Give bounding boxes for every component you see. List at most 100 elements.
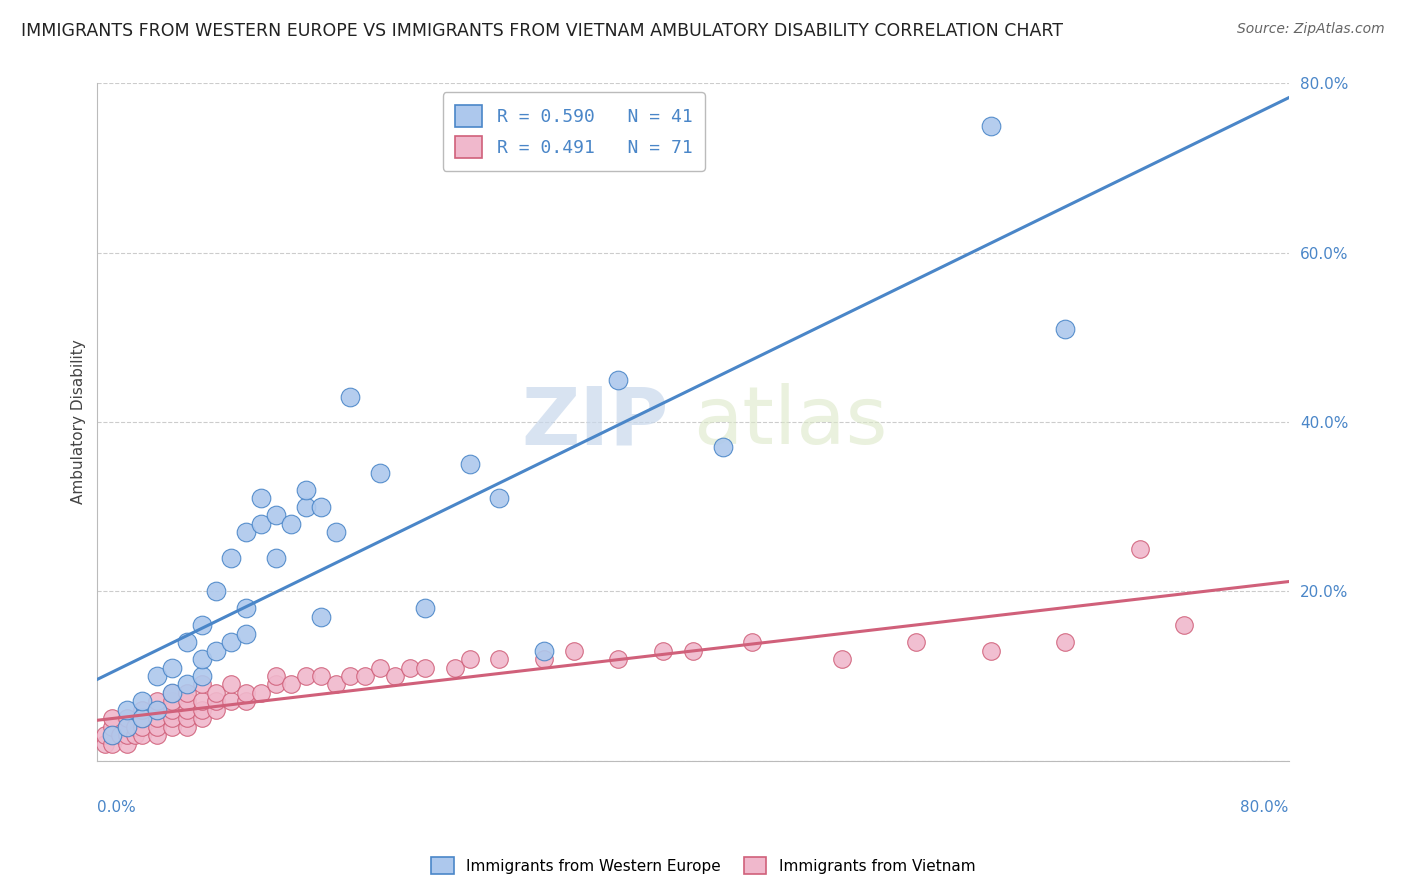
Point — [384, 669, 406, 683]
Point — [146, 703, 169, 717]
Point — [146, 728, 169, 742]
Point — [190, 711, 212, 725]
Point — [131, 728, 153, 742]
Point — [309, 669, 332, 683]
Point — [533, 643, 555, 657]
Point — [176, 703, 198, 717]
Point — [205, 694, 228, 708]
Point — [190, 694, 212, 708]
Point — [108, 728, 131, 742]
Point — [264, 550, 287, 565]
Text: 0.0%: 0.0% — [97, 799, 136, 814]
Point — [264, 677, 287, 691]
Point — [160, 686, 183, 700]
Point — [146, 694, 169, 708]
Point — [235, 686, 257, 700]
Point — [101, 737, 124, 751]
Point — [190, 703, 212, 717]
Point — [146, 720, 169, 734]
Point — [443, 660, 465, 674]
Point — [235, 694, 257, 708]
Point — [160, 711, 183, 725]
Point — [235, 525, 257, 540]
Point — [533, 652, 555, 666]
Point — [294, 669, 316, 683]
Point — [1129, 542, 1152, 557]
Point — [250, 516, 273, 531]
Point — [160, 703, 183, 717]
Point — [413, 601, 436, 615]
Point — [221, 635, 243, 649]
Point — [146, 669, 169, 683]
Point — [124, 728, 146, 742]
Point — [221, 694, 243, 708]
Point — [399, 660, 422, 674]
Point — [280, 516, 302, 531]
Point — [115, 737, 138, 751]
Point — [160, 694, 183, 708]
Point — [682, 643, 704, 657]
Point — [101, 728, 124, 742]
Point — [131, 711, 153, 725]
Point — [562, 643, 585, 657]
Text: ZIP: ZIP — [522, 383, 669, 461]
Point — [264, 508, 287, 523]
Point — [235, 601, 257, 615]
Point — [980, 643, 1002, 657]
Point — [176, 720, 198, 734]
Text: IMMIGRANTS FROM WESTERN EUROPE VS IMMIGRANTS FROM VIETNAM AMBULATORY DISABILITY : IMMIGRANTS FROM WESTERN EUROPE VS IMMIGR… — [21, 22, 1063, 40]
Point — [205, 703, 228, 717]
Point — [294, 500, 316, 514]
Legend: R = 0.590   N = 41, R = 0.491   N = 71: R = 0.590 N = 41, R = 0.491 N = 71 — [443, 93, 704, 171]
Point — [115, 711, 138, 725]
Point — [294, 483, 316, 497]
Point — [905, 635, 928, 649]
Point — [176, 635, 198, 649]
Point — [280, 677, 302, 691]
Point — [354, 669, 377, 683]
Point — [160, 720, 183, 734]
Point — [264, 669, 287, 683]
Point — [339, 390, 361, 404]
Point — [146, 711, 169, 725]
Point — [190, 652, 212, 666]
Point — [339, 669, 361, 683]
Point — [176, 694, 198, 708]
Point — [131, 694, 153, 708]
Point — [101, 728, 124, 742]
Point — [124, 720, 146, 734]
Point — [309, 500, 332, 514]
Point — [176, 677, 198, 691]
Point — [325, 677, 347, 691]
Point — [94, 728, 117, 742]
Point — [250, 686, 273, 700]
Text: atlas: atlas — [693, 383, 887, 461]
Point — [711, 441, 734, 455]
Legend: Immigrants from Western Europe, Immigrants from Vietnam: Immigrants from Western Europe, Immigran… — [425, 851, 981, 880]
Point — [1054, 635, 1077, 649]
Point — [146, 703, 169, 717]
Point — [368, 466, 391, 480]
Point — [101, 720, 124, 734]
Point — [221, 677, 243, 691]
Point — [176, 711, 198, 725]
Point — [458, 652, 481, 666]
Point — [980, 119, 1002, 133]
Point — [325, 525, 347, 540]
Point — [115, 703, 138, 717]
Point — [488, 652, 510, 666]
Text: Source: ZipAtlas.com: Source: ZipAtlas.com — [1237, 22, 1385, 37]
Point — [176, 686, 198, 700]
Point — [413, 660, 436, 674]
Point — [458, 458, 481, 472]
Point — [652, 643, 675, 657]
Point — [607, 373, 630, 387]
Text: 80.0%: 80.0% — [1240, 799, 1288, 814]
Point — [160, 686, 183, 700]
Point — [1054, 322, 1077, 336]
Point — [131, 720, 153, 734]
Point — [160, 660, 183, 674]
Point — [115, 720, 138, 734]
Point — [131, 703, 153, 717]
Point — [831, 652, 853, 666]
